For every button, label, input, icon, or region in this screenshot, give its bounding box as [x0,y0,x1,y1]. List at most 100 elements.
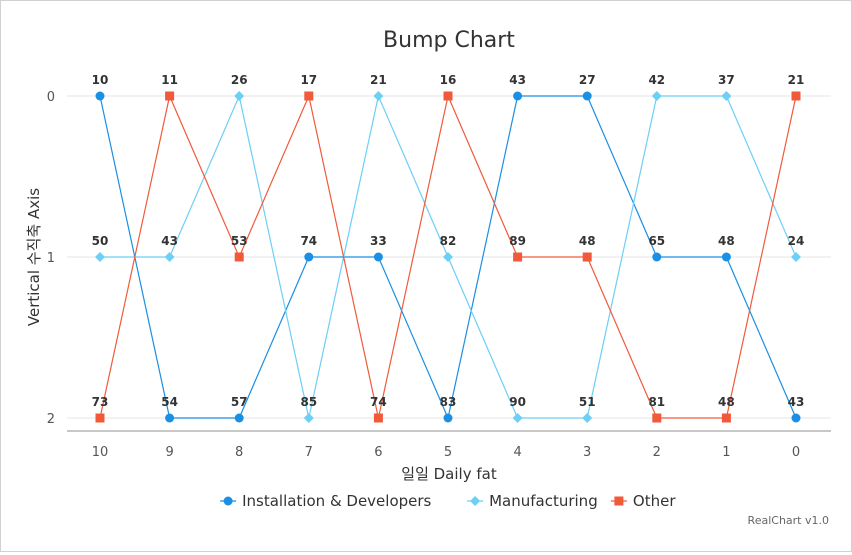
data-point [652,252,662,262]
legend-marker [614,496,624,506]
data-point [791,252,801,262]
data-label: 89 [509,234,526,248]
data-label: 48 [718,395,735,409]
data-label: 57 [231,395,248,409]
legend-item: Other [610,492,676,510]
data-point [95,91,105,101]
data-label: 53 [231,234,248,248]
data-label: 74 [370,395,387,409]
series-0 [95,91,801,423]
data-label: 37 [718,73,735,87]
data-point [95,252,105,262]
data-label: 48 [579,234,596,248]
data-label: 43 [509,73,526,87]
legend-marker [223,496,233,506]
legend-label: Installation & Developers [242,492,431,510]
chart-title: Bump Chart [383,28,515,53]
legend-label: Manufacturing [489,492,598,510]
x-axis-title: 일일 Daily fat [401,465,497,483]
data-point [165,413,175,423]
data-point [164,252,175,262]
legend-label: Other [633,492,676,510]
data-label: 43 [788,395,805,409]
data-point [791,91,801,101]
data-label: 85 [300,395,317,409]
data-point [95,413,105,423]
y-axis-title: Vertical 수직축 Axis [25,188,43,326]
data-point [234,252,244,262]
data-point [373,413,383,423]
data-point [165,91,175,101]
data-label: 10 [92,73,109,87]
data-label: 73 [92,395,109,409]
data-label: 26 [231,73,248,87]
legend-item: Installation & Developers [220,492,432,510]
x-tick-label: 4 [513,445,521,460]
series-2 [95,91,801,423]
data-label: 33 [370,234,387,248]
data-point [791,413,801,423]
data-label: 48 [718,234,735,248]
x-tick-label: 6 [374,445,382,460]
data-point [443,91,453,101]
x-tick-label: 10 [92,445,109,460]
y-tick-label: 0 [47,90,55,105]
data-label: 65 [648,234,665,248]
data-label: 21 [370,73,387,87]
data-point [373,252,383,262]
y-tick-label: 2 [47,412,55,427]
x-tick-label: 2 [653,445,661,460]
legend: Installation & Developers Manufacturing Ot… [220,492,676,510]
y-tick-label: 1 [47,251,55,266]
data-label: 43 [161,234,178,248]
data-point [443,413,453,423]
data-point [651,91,662,101]
data-label: 11 [161,73,178,87]
data-point [304,91,314,101]
data-label: 51 [579,395,596,409]
data-label: 81 [648,395,665,409]
series-1 [95,91,801,423]
data-point [373,91,384,101]
data-label: 74 [300,234,317,248]
legend-marker [470,496,481,506]
data-label: 42 [648,73,665,87]
data-point [513,252,523,262]
data-label: 54 [161,395,178,409]
data-point [512,413,523,423]
x-tick-label: 7 [305,445,313,460]
data-point [721,252,731,262]
data-labels: 10 54 57 74 33 83 43 27 65 48 43 50 43 26 85 21 82 90 51 42… [92,73,805,409]
data-point [652,413,662,423]
x-tick-label: 3 [583,445,591,460]
x-tick-label: 9 [165,445,173,460]
data-label: 24 [788,234,805,248]
data-label: 21 [788,73,805,87]
series-layer [95,91,801,423]
data-label: 50 [92,234,109,248]
data-point [582,252,592,262]
data-label: 16 [440,73,457,87]
credit-text: RealChart v1.0 [747,514,829,527]
data-point [721,413,731,423]
data-point [721,91,732,101]
data-point [234,91,245,101]
data-point [582,413,593,423]
data-point [303,413,314,423]
data-label: 82 [440,234,457,248]
legend-item: Manufacturing [467,492,598,510]
data-point [304,252,314,262]
data-label: 83 [440,395,457,409]
x-tick-label: 5 [444,445,452,460]
data-label: 90 [509,395,526,409]
data-point [513,91,523,101]
x-tick-label: 8 [235,445,243,460]
x-tick-label: 0 [792,445,800,460]
data-label: 27 [579,73,596,87]
data-point [234,413,244,423]
data-label: 17 [300,73,317,87]
data-point [443,252,453,262]
